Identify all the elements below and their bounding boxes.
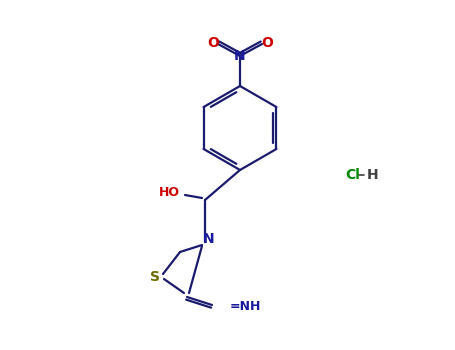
Text: H: H [367,168,379,182]
Text: HO: HO [159,186,180,198]
Text: N: N [203,232,215,246]
Text: =NH: =NH [230,301,261,314]
Text: N: N [234,49,246,63]
Text: S: S [150,270,160,284]
Text: Cl: Cl [345,168,360,182]
Text: O: O [261,36,273,50]
Text: O: O [207,36,219,50]
